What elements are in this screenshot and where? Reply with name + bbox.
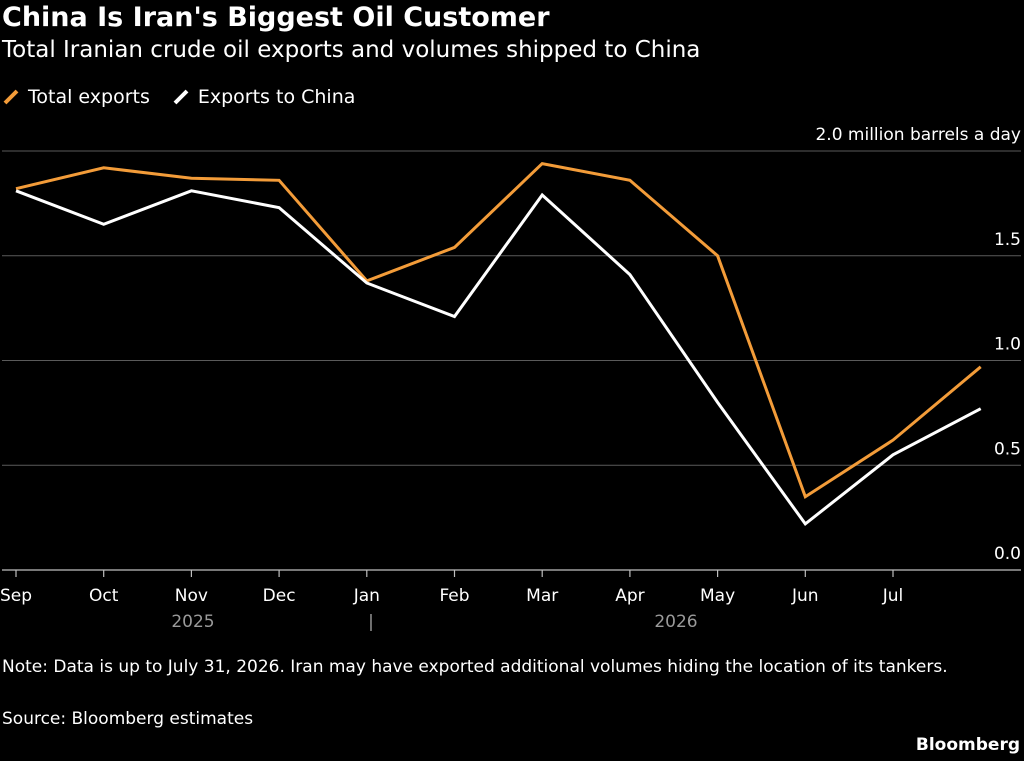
x-tick-label: Apr bbox=[615, 586, 644, 606]
legend-swatch-exports-to-china-icon bbox=[172, 88, 190, 106]
x-tick-label: Jun bbox=[791, 586, 819, 606]
series-line-exports-to-china bbox=[15, 189, 982, 527]
line-chart: 2.0 million barrels a day 1.5 1.0 0.5 0.0 Sep… bbox=[0, 125, 1021, 632]
chart-note: Note: Data is up to July 31, 2026. Iran … bbox=[2, 657, 948, 677]
legend-swatch-total-exports-icon bbox=[2, 88, 20, 106]
legend-label-total-exports: Total exports bbox=[28, 86, 150, 108]
x-tick-label: Feb bbox=[439, 586, 469, 606]
x-group-label: | bbox=[368, 612, 374, 632]
x-tick-label: May bbox=[700, 586, 735, 606]
series-line-total-exports bbox=[15, 161, 982, 499]
y-tick-label: 2.0 million barrels a day bbox=[815, 125, 1021, 145]
legend-label-exports-to-china: Exports to China bbox=[197, 86, 356, 108]
chart-title: China Is Iran's Biggest Oil Customer bbox=[2, 2, 550, 33]
y-tick-label: 1.5 bbox=[994, 230, 1021, 250]
x-tick-label: Jul bbox=[882, 586, 904, 606]
y-tick-label: 1.0 bbox=[994, 335, 1021, 355]
y-tick-label: 0.5 bbox=[994, 439, 1021, 459]
legend-item-exports-to-china: Exports to China bbox=[172, 84, 356, 110]
x-tick-label: Oct bbox=[89, 586, 119, 606]
chart-source: Source: Bloomberg estimates bbox=[2, 709, 254, 729]
legend-item-total-exports: Total exports bbox=[2, 84, 150, 110]
chart-subtitle: Total Iranian crude oil exports and volu… bbox=[2, 37, 701, 63]
x-tick-label: Jan bbox=[353, 586, 380, 606]
legend: Total exports Exports to China bbox=[2, 84, 377, 110]
x-tick-label: Mar bbox=[526, 586, 558, 606]
x-tick-label: Nov bbox=[175, 586, 208, 606]
x-tick-label: Dec bbox=[263, 586, 296, 606]
brand-logo: Bloomberg bbox=[915, 735, 1020, 755]
x-group-label: 2025 bbox=[171, 612, 214, 632]
x-group-label: 2026 bbox=[654, 612, 697, 632]
y-tick-label: 0.0 bbox=[994, 544, 1021, 564]
x-tick-label: Sep bbox=[0, 586, 32, 606]
